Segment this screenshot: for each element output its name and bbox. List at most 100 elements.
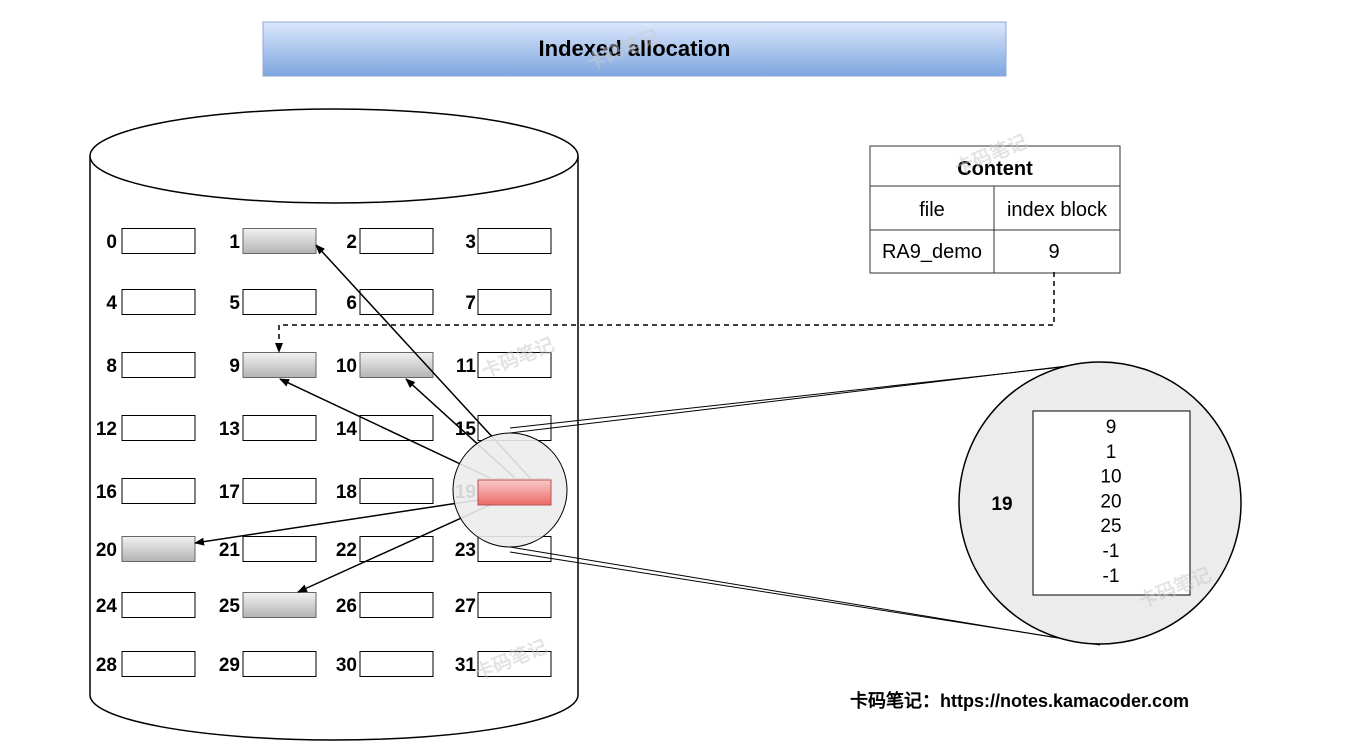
index-entries: 9 1 10 20 25 -1 -1 (1100, 417, 1121, 587)
block-cell (477, 651, 552, 677)
block-number: 12 (96, 419, 117, 440)
block-10: 10 (336, 352, 434, 378)
block-cell (121, 415, 196, 441)
block-cell (242, 478, 317, 504)
block-21: 21 (219, 536, 317, 562)
block-cell (359, 228, 434, 254)
dashed-pointer-to-block-9 (275, 272, 1055, 353)
block-26: 26 (336, 592, 434, 618)
block-cell (242, 352, 317, 378)
block-number: 27 (455, 596, 476, 617)
block-cell (242, 536, 317, 562)
block-29: 29 (219, 651, 317, 677)
block-cell (121, 289, 196, 315)
block-number: 2 (346, 232, 357, 253)
block-20: 20 (96, 536, 196, 562)
block-cell (477, 592, 552, 618)
arrow-to-block-25 (297, 504, 491, 593)
arrow-to-block-20 (194, 499, 479, 546)
content-table: Content file index block RA9_demo 9 (869, 145, 1121, 274)
zoom-connector (509, 361, 1101, 646)
block-30: 30 (336, 651, 434, 677)
block-number: 16 (96, 482, 117, 503)
index-block-box (1032, 410, 1191, 596)
block-18: 18 (336, 478, 434, 504)
block-cell (242, 228, 317, 254)
title-text: Indexed allocation (539, 36, 731, 61)
footer-credit: 卡码笔记：https://notes.kamacoder.com (850, 690, 1189, 711)
block-number: 28 (96, 655, 117, 676)
block-22: 22 (336, 536, 434, 562)
block-number: 1 (229, 232, 240, 253)
block-number: 20 (96, 540, 117, 561)
column-header-index-block: index block (1007, 199, 1108, 221)
table-cell-index: 9 (1048, 241, 1059, 263)
block-number: 7 (465, 293, 476, 314)
block-number: 11 (456, 356, 477, 377)
block-16: 16 (96, 478, 196, 504)
column-header-file: file (919, 199, 945, 221)
block-number: 10 (336, 356, 357, 377)
index-block-19-cell (477, 479, 552, 506)
block-27: 27 (455, 592, 552, 618)
block-number: 4 (106, 293, 117, 314)
block-1: 1 (229, 228, 317, 254)
block-number: 24 (96, 596, 118, 617)
block-number: 23 (455, 540, 476, 561)
block-cell (242, 289, 317, 315)
block-cell (359, 536, 434, 562)
title-banner: Indexed allocation (262, 21, 1007, 77)
block-cell (359, 592, 434, 618)
block-cell (359, 352, 434, 378)
block-4: 4 (106, 289, 196, 315)
block-7: 7 (465, 289, 552, 315)
block-17: 17 (219, 478, 317, 504)
block-0: 0 (106, 228, 196, 254)
index-entry: -1 (1103, 566, 1120, 587)
block-number: 6 (346, 293, 357, 314)
block-cell (477, 289, 552, 315)
block-number: 17 (219, 482, 240, 503)
table-cell-file: RA9_demo (882, 241, 982, 263)
index-block-label: 19 (991, 494, 1012, 515)
block-cell (121, 228, 196, 254)
block-number: 13 (219, 419, 240, 440)
block-6: 6 (346, 289, 434, 315)
block-cell (242, 651, 317, 677)
block-cell (359, 478, 434, 504)
block-2: 2 (346, 228, 434, 254)
disk-top (89, 108, 579, 204)
block-25: 25 (219, 592, 317, 618)
block-cell (359, 651, 434, 677)
block-cell (121, 536, 196, 562)
index-entry: 20 (1100, 491, 1121, 512)
block-number: 30 (336, 655, 357, 676)
block-12: 12 (96, 415, 196, 441)
block-cell (121, 478, 196, 504)
block-number: 9 (229, 356, 240, 377)
block-14: 14 (336, 415, 434, 441)
index-entry: -1 (1103, 541, 1120, 562)
block-cell (477, 228, 552, 254)
block-number: 25 (219, 596, 241, 617)
block-number: 14 (336, 419, 358, 440)
index-entry: 25 (1100, 516, 1121, 537)
block-number: 31 (455, 655, 477, 676)
block-cell (121, 592, 196, 618)
block-13: 13 (219, 415, 317, 441)
block-number: 3 (465, 232, 476, 253)
index-block-zoom: 19 9 1 10 20 25 -1 -1 (958, 361, 1242, 645)
block-cell (242, 415, 317, 441)
block-31: 31 (455, 651, 552, 677)
block-cell (359, 289, 434, 315)
block-cell (121, 352, 196, 378)
block-9: 9 (229, 352, 317, 378)
arrow-to-block-9 (279, 378, 491, 479)
block-5: 5 (229, 289, 317, 315)
block-number: 5 (229, 293, 240, 314)
block-number: 0 (106, 232, 117, 253)
index-entry: 10 (1100, 467, 1121, 488)
disk-body (89, 156, 579, 741)
block-number: 26 (336, 596, 357, 617)
